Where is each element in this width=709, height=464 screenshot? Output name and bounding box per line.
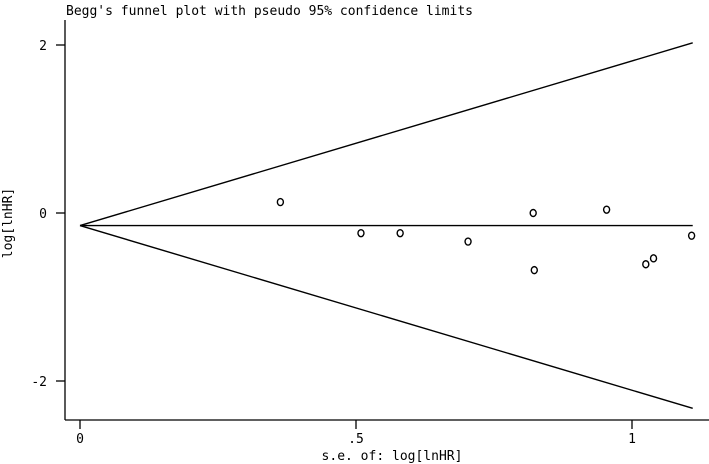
study-point bbox=[687, 231, 696, 240]
x-tick-label: .5 bbox=[348, 432, 364, 447]
y-axis-label: log[lnHR] bbox=[1, 188, 16, 258]
x-tick-label: 1 bbox=[628, 432, 636, 447]
ticks: 2 0 -2 0 .5 1 bbox=[31, 39, 636, 447]
study-point bbox=[602, 205, 611, 214]
y-tick-label: -2 bbox=[31, 375, 47, 390]
study-point bbox=[464, 237, 472, 246]
data-points bbox=[276, 197, 696, 275]
confidence-limits bbox=[79, 42, 693, 410]
y-tick-label: 0 bbox=[39, 207, 47, 222]
study-point bbox=[396, 228, 404, 238]
lower-confidence-limit bbox=[79, 224, 693, 410]
study-point bbox=[530, 265, 538, 275]
upper-confidence-limit bbox=[79, 42, 693, 227]
x-axis-label: s.e. of: log[lnHR] bbox=[322, 449, 463, 464]
study-point bbox=[357, 228, 365, 238]
chart-title: Begg's funnel plot with pseudo 95% confi… bbox=[66, 4, 473, 19]
y-tick-label: 2 bbox=[39, 39, 47, 54]
axes bbox=[64, 20, 709, 421]
x-tick-label: 0 bbox=[76, 432, 84, 447]
study-point bbox=[276, 197, 285, 207]
study-point bbox=[642, 260, 650, 269]
study-point bbox=[649, 254, 658, 263]
study-point bbox=[529, 208, 537, 218]
